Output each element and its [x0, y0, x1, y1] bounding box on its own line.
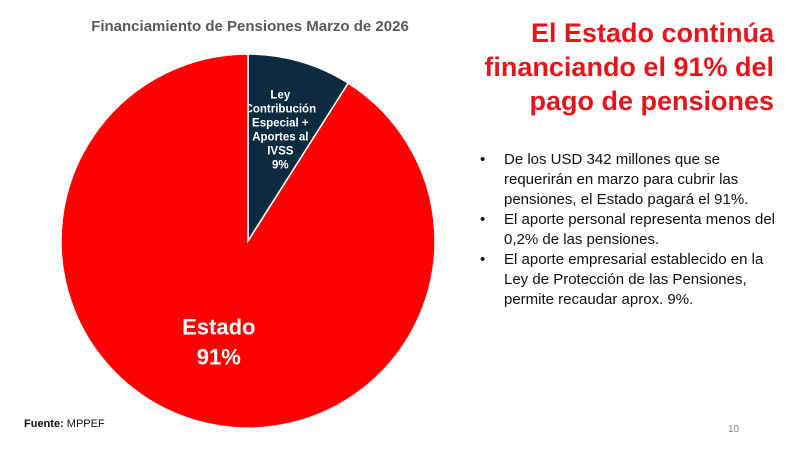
bullet-item: De los USD 342 millones que se requerirá…: [476, 150, 776, 210]
source-value: MPPEF: [66, 418, 105, 430]
chart-title: Financiamiento de Pensiones Marzo de 202…: [91, 18, 409, 35]
slice-label-line: IVSS: [267, 146, 294, 158]
slice-label-line: Estado: [182, 314, 255, 339]
slide-headline: El Estado continúa financiando el 91% de…: [484, 18, 774, 116]
slice-value-label: 9%: [272, 160, 289, 172]
slice-label: Estado 91%: [182, 314, 255, 369]
bullet-list: De los USD 342 millones que se requerirá…: [476, 150, 776, 310]
slice-label-line: Especial +: [252, 118, 309, 130]
bullet-item: El aporte personal representa menos del …: [476, 210, 776, 250]
slice-label: Ley Contribución Especial + Aportes al IVSS 9…: [245, 90, 317, 172]
source-label: Fuente:: [24, 418, 64, 430]
slice-label-line: Aportes al: [252, 132, 308, 144]
slice-label-line: Ley: [270, 90, 290, 102]
bullet-item: El aporte empresarial establecido en la …: [476, 250, 776, 310]
pie-slice: [60, 53, 436, 429]
slice-label-line: Contribución: [245, 104, 317, 116]
pie-chart: Ley Contribución Especial + Aportes al IVSS 9…: [60, 53, 436, 429]
pie-slice: [247, 53, 350, 244]
source-note: Fuente: MPPEF: [24, 418, 105, 430]
page-number: 10: [728, 424, 740, 435]
slice-value-label: 91%: [197, 344, 241, 369]
